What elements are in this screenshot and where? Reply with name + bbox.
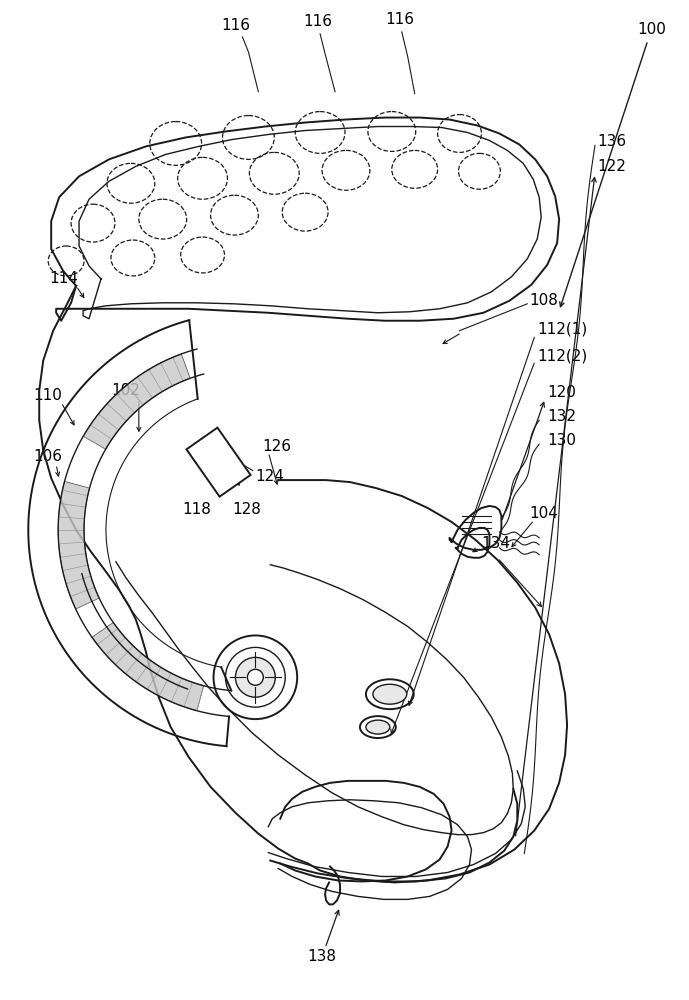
Text: 130: 130 — [547, 433, 576, 448]
Text: 106: 106 — [33, 449, 62, 464]
Text: 132: 132 — [547, 409, 576, 424]
Text: 116: 116 — [304, 14, 333, 29]
Text: 126: 126 — [263, 439, 291, 454]
Text: 118: 118 — [183, 502, 212, 517]
Text: 110: 110 — [33, 388, 62, 403]
Circle shape — [247, 669, 263, 685]
Text: 104: 104 — [529, 506, 558, 521]
Text: 116: 116 — [221, 18, 250, 33]
Text: 112(2): 112(2) — [537, 348, 588, 363]
Text: 138: 138 — [307, 949, 337, 964]
Polygon shape — [58, 481, 99, 609]
Text: 122: 122 — [597, 159, 626, 174]
Ellipse shape — [373, 684, 407, 704]
Text: 100: 100 — [559, 22, 666, 307]
Text: 120: 120 — [547, 385, 576, 400]
Text: 128: 128 — [232, 502, 261, 517]
Ellipse shape — [366, 720, 390, 734]
Text: 114: 114 — [49, 271, 78, 286]
Text: 102: 102 — [111, 383, 140, 398]
Text: 134: 134 — [482, 536, 511, 551]
Bar — [187, 428, 251, 497]
Text: 136: 136 — [597, 134, 626, 149]
Text: 124: 124 — [256, 469, 285, 484]
Text: 116: 116 — [385, 12, 414, 27]
Polygon shape — [92, 622, 204, 711]
Polygon shape — [83, 354, 190, 449]
Circle shape — [236, 657, 276, 697]
Text: 108: 108 — [529, 293, 558, 308]
Text: 112(1): 112(1) — [537, 321, 588, 336]
